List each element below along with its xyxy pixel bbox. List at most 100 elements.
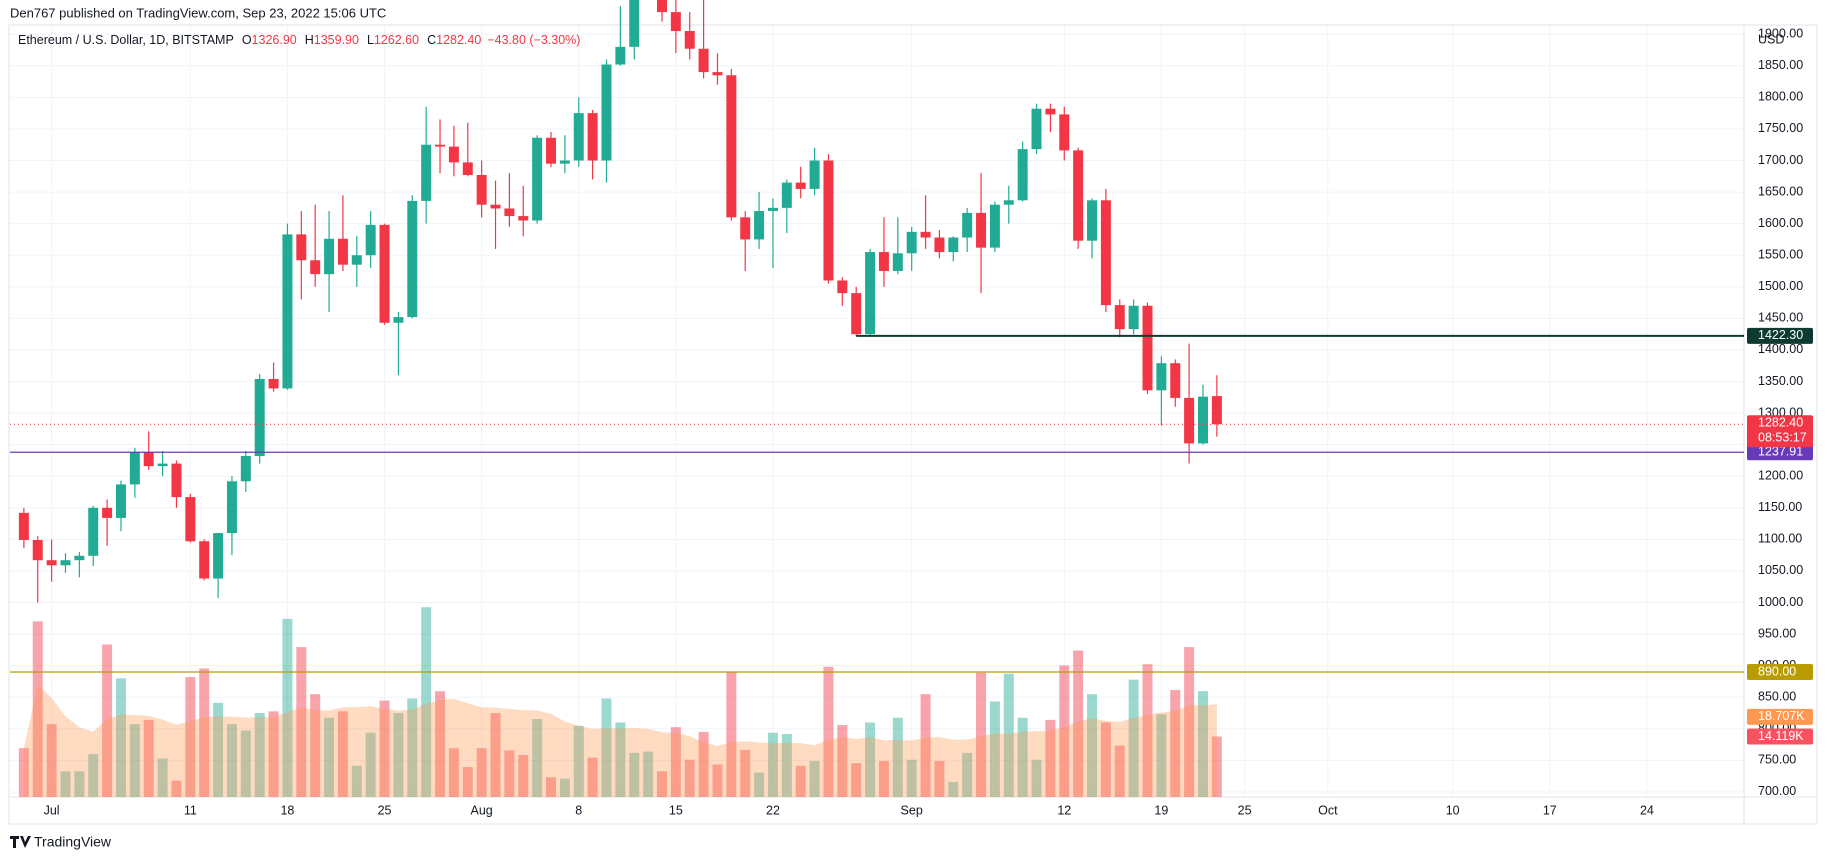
candle-body — [601, 64, 612, 161]
candle-body — [435, 144, 446, 147]
y-tick-label: 1700.00 — [1758, 153, 1803, 167]
volume-ma — [23, 684, 1217, 797]
volume-bar — [1100, 722, 1111, 797]
candle-body — [115, 484, 126, 518]
volume-bar — [393, 713, 404, 797]
y-tick-label: 1400.00 — [1758, 342, 1803, 356]
volume-bar — [934, 761, 945, 797]
volume-bar — [1059, 665, 1070, 797]
candle-body — [1128, 305, 1139, 330]
candle-body — [1170, 363, 1181, 398]
candle-body — [282, 234, 293, 389]
y-tick-label: 1650.00 — [1758, 184, 1803, 198]
x-tick-label: 8 — [575, 803, 582, 817]
y-tick-label: 700.00 — [1758, 784, 1796, 798]
volume-bar — [337, 711, 348, 797]
candle-body — [1059, 114, 1070, 151]
volume-bar — [1003, 673, 1014, 797]
x-tick-label: 11 — [184, 803, 197, 817]
volume-bar — [546, 777, 557, 797]
volume-bar — [115, 678, 126, 797]
volume-bar — [143, 719, 154, 797]
y-tick-label: 1850.00 — [1758, 58, 1803, 72]
candle-body — [393, 317, 404, 323]
candle-body — [823, 160, 834, 281]
candle-body — [1114, 305, 1125, 330]
candle-body — [1156, 363, 1167, 391]
candle-body — [1073, 150, 1084, 241]
legend-value: −43.80 (−3.30%) — [487, 33, 580, 47]
volume-bar — [32, 621, 43, 797]
candle-body — [559, 160, 570, 164]
volume-bar — [615, 722, 626, 797]
volume-bar — [213, 702, 224, 797]
candle-body — [962, 212, 973, 238]
x-tick-label: 12 — [1057, 803, 1071, 817]
price-label-box — [1747, 327, 1813, 344]
volume-bar — [448, 748, 459, 797]
candle-body — [337, 238, 348, 265]
volume-bar — [559, 778, 570, 797]
volume-bar — [282, 618, 293, 797]
candle-body — [199, 541, 210, 579]
volume-bar — [532, 719, 543, 797]
volume-bar — [185, 677, 196, 797]
volume-bar — [781, 734, 792, 797]
candle-body — [102, 507, 113, 518]
candle-body — [143, 452, 154, 467]
volume-bar — [435, 691, 446, 797]
volume-bar — [365, 732, 376, 797]
candle-body — [698, 48, 709, 73]
candle-body — [421, 144, 432, 201]
volume — [18, 607, 1222, 797]
y-tick-label: 1600.00 — [1758, 216, 1803, 230]
candle-body — [573, 113, 584, 161]
candle-body — [532, 137, 543, 221]
volume-bar — [351, 765, 362, 797]
candle-body — [171, 463, 182, 498]
volume-bar — [88, 754, 99, 797]
volume-bar — [976, 672, 987, 797]
candle-body — [462, 162, 473, 176]
x-tick-label: 22 — [766, 803, 780, 817]
price-label-box — [1747, 444, 1813, 461]
candle-body — [809, 160, 820, 189]
volume-bar — [795, 765, 806, 797]
price-label: 890.00 — [1758, 664, 1796, 678]
candle-body — [504, 208, 515, 217]
candle-body — [851, 293, 862, 335]
candle-body — [1184, 397, 1195, 444]
volume-bar — [1128, 679, 1139, 797]
candle-body — [546, 137, 557, 164]
price-label: 1422.30 — [1758, 328, 1803, 342]
volume-bar — [865, 722, 876, 797]
candle-body — [726, 75, 737, 218]
candle-body — [296, 234, 307, 261]
candle-body — [754, 211, 765, 240]
frame — [8, 24, 1818, 825]
x-tick-label: 15 — [669, 803, 683, 817]
candle-body — [1031, 108, 1042, 150]
y-tick-label: 1200.00 — [1758, 469, 1803, 483]
candle-body — [46, 560, 57, 566]
candle-body — [1045, 108, 1056, 115]
volume-bar — [1142, 664, 1153, 797]
legend: Ethereum / U.S. Dollar, 1D, BITSTAMP O132… — [18, 33, 580, 47]
currency: USD — [1758, 32, 1784, 46]
candle-body — [18, 512, 29, 540]
volume-bar — [1045, 719, 1056, 797]
candle-body — [629, 0, 640, 47]
y-tick-label: 1450.00 — [1758, 311, 1803, 325]
candle-body — [837, 280, 848, 294]
candle-body — [948, 237, 959, 253]
price-label-box — [1747, 708, 1813, 725]
volume-bar — [171, 780, 182, 797]
candle-body — [60, 560, 71, 566]
volume-bar — [74, 771, 85, 797]
volume-bar — [851, 763, 862, 797]
volume-bar — [892, 717, 903, 797]
y-tick-label: 950.00 — [1758, 626, 1796, 640]
volume-bar — [698, 731, 709, 797]
volume-bar — [989, 701, 1000, 797]
